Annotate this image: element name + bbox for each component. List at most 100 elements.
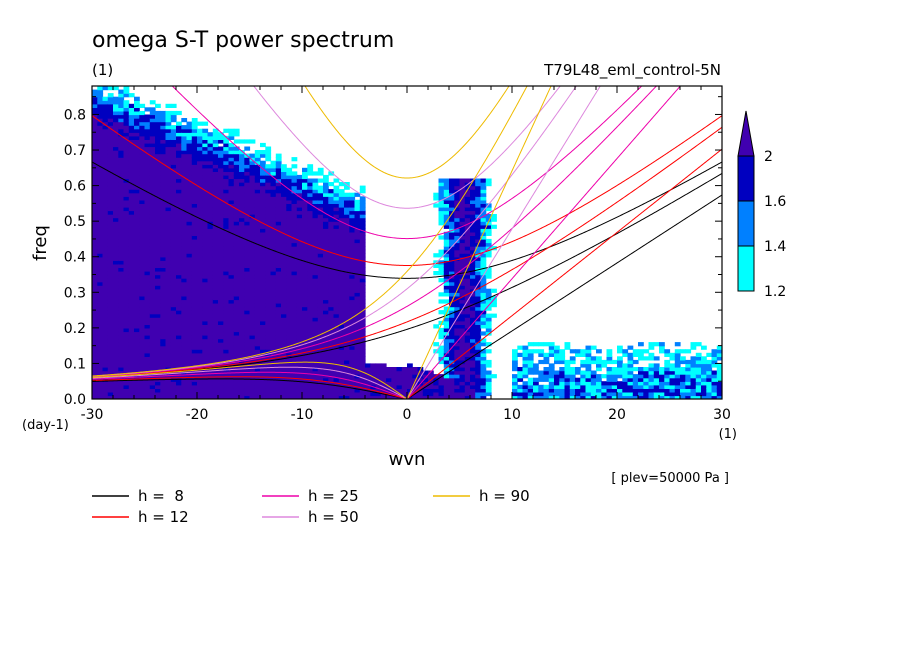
power-cell bbox=[438, 395, 445, 399]
power-cell bbox=[102, 292, 109, 297]
power-cell bbox=[128, 196, 135, 201]
power-cell bbox=[449, 288, 455, 293]
power-cell bbox=[538, 342, 545, 347]
power-cell bbox=[244, 182, 251, 187]
power-cell bbox=[165, 224, 172, 229]
power-cell bbox=[307, 295, 314, 301]
power-cell bbox=[265, 342, 272, 347]
power-cell bbox=[181, 235, 188, 240]
power-cell bbox=[134, 388, 140, 393]
power-cell bbox=[176, 189, 182, 194]
power-cell bbox=[349, 306, 356, 311]
power-cell bbox=[228, 249, 235, 254]
power-cell bbox=[281, 246, 287, 251]
power-cell bbox=[302, 377, 308, 382]
power-cell bbox=[97, 196, 104, 201]
power-cell bbox=[475, 335, 482, 340]
power-cell bbox=[92, 306, 98, 311]
power-cell bbox=[475, 324, 482, 329]
power-cell bbox=[134, 150, 140, 155]
power-cell bbox=[176, 349, 182, 354]
power-cell bbox=[223, 153, 230, 158]
power-cell bbox=[354, 391, 361, 397]
power-cell bbox=[233, 306, 240, 311]
power-cell bbox=[160, 327, 167, 333]
power-cell bbox=[580, 391, 587, 397]
power-cell bbox=[291, 324, 298, 329]
power-cell bbox=[281, 260, 287, 265]
power-cell bbox=[323, 352, 329, 357]
power-cell bbox=[107, 199, 114, 204]
power-cell bbox=[302, 391, 308, 397]
power-cell bbox=[149, 271, 156, 276]
power-cell bbox=[296, 256, 303, 261]
power-cell bbox=[275, 263, 282, 268]
power-cell bbox=[286, 242, 293, 247]
power-cell bbox=[522, 349, 529, 354]
power-cell bbox=[233, 164, 240, 169]
power-cell bbox=[223, 246, 230, 251]
power-cell bbox=[333, 210, 340, 215]
power-cell bbox=[281, 206, 287, 212]
power-cell bbox=[186, 338, 193, 343]
power-cell bbox=[97, 324, 104, 329]
power-cell bbox=[475, 313, 482, 318]
power-cell bbox=[92, 185, 98, 190]
power-cell bbox=[653, 377, 660, 382]
power-cell bbox=[281, 210, 287, 215]
power-cell bbox=[176, 150, 182, 155]
power-cell bbox=[265, 303, 272, 308]
power-cell bbox=[160, 167, 167, 172]
power-cell bbox=[317, 299, 324, 304]
power-cell bbox=[134, 303, 140, 308]
power-cell bbox=[349, 238, 356, 244]
power-cell bbox=[622, 395, 629, 399]
power-cell bbox=[475, 320, 482, 325]
power-cell bbox=[281, 238, 287, 244]
power-cell bbox=[102, 324, 109, 329]
power-cell bbox=[244, 306, 251, 311]
power-cell bbox=[92, 345, 98, 350]
power-cell bbox=[118, 320, 125, 325]
power-cell bbox=[139, 338, 146, 343]
power-cell bbox=[233, 313, 240, 318]
power-cell bbox=[207, 331, 214, 336]
power-cell bbox=[233, 352, 240, 357]
power-cell bbox=[359, 231, 366, 236]
power-cell bbox=[223, 253, 230, 258]
power-cell bbox=[102, 214, 109, 219]
power-cell bbox=[443, 288, 450, 293]
power-cell bbox=[344, 313, 350, 318]
power-cell bbox=[118, 381, 125, 386]
power-cell bbox=[443, 345, 450, 350]
power-cell bbox=[92, 363, 98, 368]
power-cell bbox=[191, 178, 198, 183]
power-cell bbox=[144, 228, 151, 233]
power-cell bbox=[144, 327, 151, 333]
power-cell bbox=[260, 178, 266, 183]
power-cell bbox=[328, 231, 335, 236]
power-cell bbox=[244, 157, 251, 162]
power-cell bbox=[296, 335, 303, 340]
power-cell bbox=[349, 317, 356, 322]
power-cell bbox=[302, 182, 308, 187]
power-cell bbox=[459, 288, 466, 293]
power-cell bbox=[302, 249, 308, 254]
power-cell bbox=[307, 256, 314, 261]
power-cell bbox=[680, 370, 686, 375]
power-cell bbox=[480, 235, 487, 240]
power-cell bbox=[485, 242, 492, 247]
power-cell bbox=[212, 214, 219, 219]
power-cell bbox=[233, 303, 240, 308]
power-cell bbox=[354, 242, 361, 247]
power-cell bbox=[191, 391, 198, 397]
power-cell bbox=[176, 214, 182, 219]
power-cell bbox=[92, 192, 98, 197]
power-cell bbox=[312, 274, 319, 279]
power-cell bbox=[123, 132, 130, 137]
power-cell bbox=[522, 388, 529, 393]
power-cell bbox=[480, 278, 487, 283]
power-cell bbox=[470, 228, 476, 233]
power-cell bbox=[191, 228, 198, 233]
power-cell bbox=[233, 150, 240, 155]
